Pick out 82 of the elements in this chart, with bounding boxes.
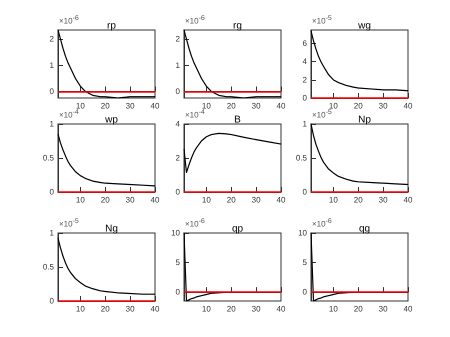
x-tick-label: 10 xyxy=(76,196,86,204)
x-tick-label: 10 xyxy=(76,304,86,314)
x-tick-label: 40 xyxy=(150,304,160,314)
y-tick-label: 0 xyxy=(50,188,55,196)
x-tick-label: 20 xyxy=(226,102,236,110)
x-tick-label: 40 xyxy=(404,102,413,110)
y-tick-label: 0 xyxy=(302,188,308,196)
x-tick-label: 10 xyxy=(328,196,338,204)
y-tick-label: 0 xyxy=(176,188,181,196)
y-tick-label: 0.5 xyxy=(42,154,55,162)
x-tick-label: 30 xyxy=(252,196,262,204)
x-tick-label: 20 xyxy=(100,196,110,204)
y-tick-label: 0 xyxy=(302,288,308,297)
y-tick-label: 0 xyxy=(176,288,181,297)
x-tick-label: 20 xyxy=(354,102,364,110)
text: ×10$^{-6}$ xyxy=(185,218,205,229)
x-tick-label: 30 xyxy=(378,196,388,204)
y-tick-label: 5 xyxy=(176,258,181,268)
y-tick-label: 0 xyxy=(50,86,55,96)
text: ×10$^{-5}$ xyxy=(312,109,332,120)
x-tick-label: 10 xyxy=(202,304,212,314)
chart-title: Ng xyxy=(105,224,118,234)
y-tick-label: 1 xyxy=(176,60,181,70)
x-tick-label: 40 xyxy=(276,304,286,314)
y-tick-label: 0 xyxy=(302,94,308,102)
y-tick-label: 0 xyxy=(50,296,55,306)
x-tick-label: 40 xyxy=(150,102,160,110)
x-tick-label: 20 xyxy=(226,196,236,204)
chart-title: qg xyxy=(358,224,370,234)
x-tick-label: 30 xyxy=(126,304,136,314)
x-tick-label: 40 xyxy=(404,196,413,204)
y-tick-label: 4 xyxy=(176,120,181,128)
x-tick-label: 10 xyxy=(202,102,212,110)
text: ×10$^{-4}$ xyxy=(185,109,205,120)
y-tick-label: 1 xyxy=(302,120,308,128)
x-tick-label: 30 xyxy=(378,102,388,110)
y-tick-label: 10 xyxy=(171,228,181,238)
y-tick-label: 2 xyxy=(50,34,55,44)
y-tick-label: 5 xyxy=(302,258,308,268)
chart-title: qp xyxy=(232,224,244,234)
x-tick-label: 20 xyxy=(100,102,110,110)
text: ×10$^{-5}$ xyxy=(59,218,79,229)
x-tick-label: 40 xyxy=(276,196,286,204)
text: ×10$^{-4}$ xyxy=(59,109,79,120)
text: ×10$^{-5}$ xyxy=(312,15,332,26)
x-tick-label: 20 xyxy=(100,304,110,314)
chart-title: rg xyxy=(233,20,242,32)
x-tick-label: 40 xyxy=(276,102,286,110)
y-tick-label: 0.5 xyxy=(42,262,55,272)
x-tick-label: 20 xyxy=(354,304,364,314)
y-tick-label: 0.5 xyxy=(296,154,308,162)
y-tick-label: 6 xyxy=(302,39,308,48)
y-tick-label: 1 xyxy=(50,228,55,238)
y-tick-label: 4 xyxy=(302,57,308,66)
x-tick-label: 20 xyxy=(226,304,236,314)
x-tick-label: 30 xyxy=(126,102,136,110)
y-tick-label: 1 xyxy=(50,120,55,128)
chart-title: B xyxy=(234,114,242,126)
x-tick-label: 30 xyxy=(378,304,388,314)
x-tick-label: 30 xyxy=(252,102,262,110)
y-tick-label: 10 xyxy=(298,228,308,238)
x-tick-label: 10 xyxy=(328,304,338,314)
text: ×10$^{-6}$ xyxy=(185,15,205,26)
x-tick-label: 40 xyxy=(404,304,413,314)
chart-title: rp xyxy=(107,20,116,32)
x-tick-label: 30 xyxy=(126,196,136,204)
x-tick-label: 30 xyxy=(252,304,262,314)
text: ×10$^{-6}$ xyxy=(312,218,332,229)
y-tick-label: 1 xyxy=(50,60,55,70)
x-tick-label: 10 xyxy=(328,102,338,110)
x-tick-label: 20 xyxy=(354,196,364,204)
x-tick-label: 40 xyxy=(150,196,160,204)
chart-title: wp xyxy=(104,114,118,126)
x-tick-label: 10 xyxy=(76,102,86,110)
x-tick-label: 10 xyxy=(202,196,212,204)
y-tick-label: 0 xyxy=(176,86,181,96)
chart-title: Np xyxy=(358,114,372,126)
y-tick-label: 2 xyxy=(176,154,181,162)
chart-title: wg xyxy=(357,20,371,32)
text: ×10$^{-6}$ xyxy=(59,15,79,26)
y-tick-label: 2 xyxy=(176,34,181,44)
y-tick-label: 2 xyxy=(302,75,308,84)
